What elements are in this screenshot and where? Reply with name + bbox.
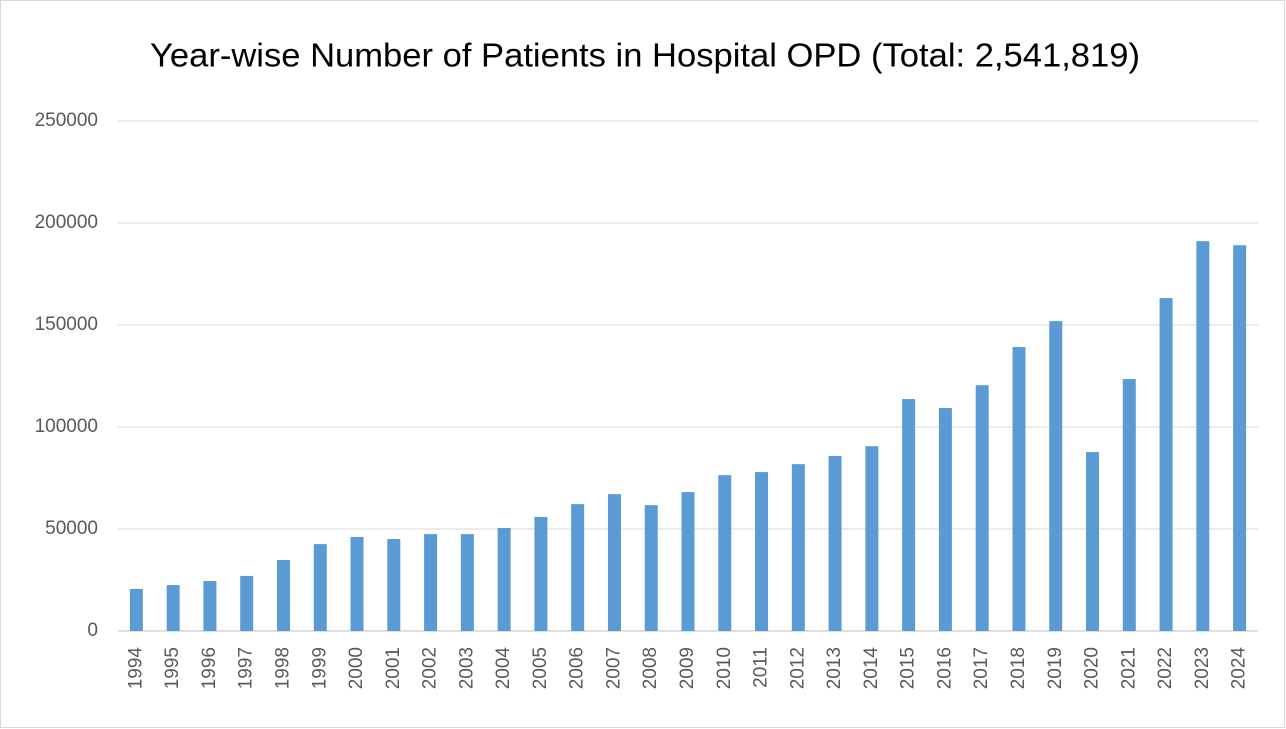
- x-tick-label: 2024: [1229, 647, 1250, 690]
- x-tick-label: 2004: [493, 647, 514, 690]
- x-tick-label: 2009: [677, 647, 698, 689]
- bar: [902, 399, 916, 631]
- bar: [791, 464, 805, 631]
- bar: [240, 575, 254, 631]
- x-tick-label: 1999: [309, 647, 330, 689]
- bar: [460, 534, 474, 631]
- y-tick-label: 100000: [35, 416, 98, 437]
- x-tick-label: 2008: [640, 647, 661, 689]
- y-tick-label: 150000: [35, 314, 98, 335]
- bar: [571, 504, 585, 631]
- x-tick-label: 2007: [603, 647, 624, 689]
- bar: [203, 581, 217, 631]
- x-tick-label: 2016: [934, 647, 955, 689]
- bar: [1012, 347, 1026, 631]
- x-tick-label: 2002: [420, 647, 441, 689]
- bar: [1196, 241, 1210, 631]
- bar: [607, 494, 621, 631]
- x-tick-label: 2018: [1008, 647, 1029, 689]
- x-tick-label: 2013: [824, 647, 845, 689]
- y-tick-label: 0: [87, 620, 98, 641]
- bar: [828, 455, 842, 631]
- bar: [938, 408, 952, 631]
- x-tick-label: 2010: [714, 647, 735, 689]
- bar: [1122, 379, 1136, 631]
- x-tick-label: 2003: [456, 647, 477, 689]
- x-tick-label: 1996: [199, 647, 220, 689]
- bar: [1159, 298, 1173, 631]
- x-tick-label: 2020: [1082, 647, 1103, 689]
- bar: [129, 588, 143, 631]
- x-tick-label: 2006: [567, 647, 588, 689]
- x-tick-label: 1997: [236, 647, 257, 689]
- chart-title: Year-wise Number of Patients in Hospital…: [150, 37, 1140, 74]
- x-tick-label: 2019: [1045, 647, 1066, 689]
- bar: [718, 475, 732, 631]
- bar: [387, 538, 401, 631]
- bar: [975, 385, 989, 631]
- x-tick-label: 2014: [861, 647, 882, 690]
- bar: [313, 544, 327, 631]
- bar: [755, 472, 769, 631]
- x-tick-label: 2015: [898, 647, 919, 689]
- bar: [534, 516, 548, 631]
- y-tick-label: 50000: [45, 518, 98, 539]
- bar: [497, 527, 511, 631]
- bar: [644, 505, 658, 631]
- bar: [1049, 321, 1063, 631]
- x-tick-label: 2011: [751, 647, 772, 688]
- bar: [1086, 452, 1100, 631]
- bar: [1233, 245, 1247, 631]
- bar: [865, 446, 879, 631]
- x-tick-label: 1994: [125, 647, 146, 690]
- bar: [424, 534, 438, 631]
- x-tick-label: 1998: [272, 647, 293, 689]
- y-tick-label: 250000: [35, 110, 98, 131]
- x-tick-label: 2017: [971, 647, 992, 689]
- x-tick-label: 2022: [1155, 647, 1176, 689]
- bar: [166, 585, 180, 631]
- x-tick-label: 2005: [530, 647, 551, 689]
- bar: [276, 560, 290, 631]
- x-tick-label: 2001: [383, 647, 404, 689]
- x-tick-label: 2012: [787, 647, 808, 689]
- bar: [350, 536, 364, 631]
- x-tick-label: 2000: [346, 647, 367, 689]
- x-tick-label: 2021: [1118, 647, 1139, 689]
- y-tick-label: 200000: [35, 212, 98, 233]
- x-tick-label: 1995: [162, 647, 183, 689]
- bar: [681, 492, 695, 631]
- x-tick-label: 2023: [1192, 647, 1213, 689]
